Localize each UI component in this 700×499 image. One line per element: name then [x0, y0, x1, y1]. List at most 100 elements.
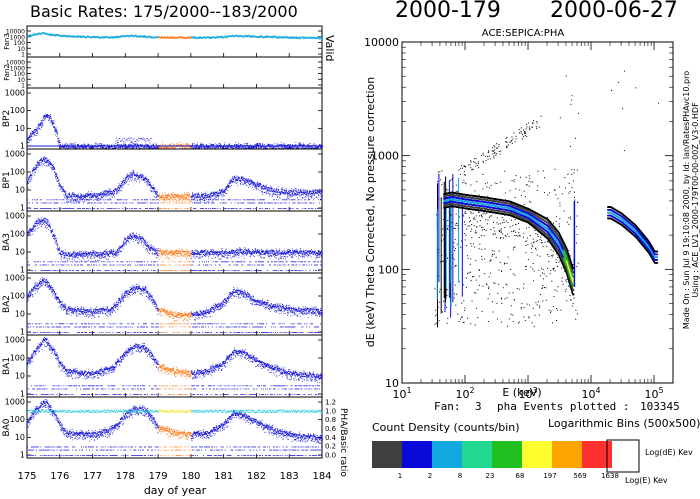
rate-point	[176, 143, 178, 144]
rate-point	[282, 189, 284, 191]
rate-point	[97, 36, 99, 38]
rate-point	[307, 195, 309, 197]
rate-point	[321, 144, 322, 146]
rate-point	[35, 168, 37, 170]
rate-point	[131, 34, 133, 37]
rate-point	[79, 200, 81, 202]
rate-floor-point	[86, 202, 88, 204]
rate-floor-point	[188, 202, 190, 204]
rate-floor-point	[244, 208, 246, 209]
rate-point	[152, 36, 154, 39]
rate-point	[119, 189, 121, 191]
rate-point	[89, 193, 91, 194]
rate-point	[164, 37, 166, 39]
rate-point	[195, 36, 197, 39]
rate-point	[321, 191, 323, 192]
rate-floor-point	[156, 208, 158, 209]
rate-point	[167, 146, 169, 148]
rate-point	[260, 36, 261, 38]
rate-point	[138, 145, 140, 148]
rate-point	[62, 188, 64, 190]
rate-point	[141, 35, 143, 38]
rate-point	[316, 36, 317, 39]
rate-point	[98, 198, 100, 199]
rate-point	[131, 173, 133, 175]
rate-point	[189, 201, 191, 202]
rate-point	[262, 36, 263, 39]
rate-point	[109, 190, 111, 192]
rate-point	[281, 188, 283, 191]
rate-point	[312, 189, 314, 190]
rate-point	[290, 146, 292, 148]
rate-point	[40, 125, 42, 127]
rate-point	[245, 182, 247, 184]
rate-point	[148, 185, 150, 186]
rate-floor-point	[161, 199, 163, 201]
rate-point	[166, 146, 168, 149]
rate-floor-point	[43, 202, 45, 204]
rate-point	[211, 37, 213, 39]
rate-point	[301, 36, 303, 39]
rate-point	[286, 193, 288, 195]
rate-point	[46, 114, 47, 116]
rate-point	[66, 144, 68, 146]
rate-point	[252, 182, 254, 184]
rate-point	[132, 171, 134, 173]
rate-point	[126, 146, 128, 147]
rate-point	[157, 195, 159, 197]
rate-point	[84, 197, 85, 199]
rate-floor-point	[196, 202, 198, 204]
rate-floor-point	[176, 202, 178, 204]
rate-point	[120, 35, 122, 38]
rate-point	[183, 37, 185, 39]
rate-point	[52, 121, 53, 123]
rate-point	[75, 196, 77, 198]
rate-floor-point	[319, 202, 321, 204]
rate-point	[139, 174, 141, 176]
rate-point	[65, 35, 67, 38]
rate-point	[50, 163, 52, 165]
rate-floor-point	[151, 199, 153, 201]
rate-point	[236, 178, 238, 180]
rate-point	[268, 147, 270, 149]
rate-point	[98, 193, 100, 195]
rate-point	[296, 146, 298, 148]
rate-point	[28, 176, 30, 178]
rate-floor-point	[162, 202, 164, 204]
rate-point	[139, 138, 141, 140]
rate-point	[256, 183, 258, 185]
rate-point	[257, 144, 258, 146]
rate-floor-point	[165, 199, 167, 201]
rate-point	[157, 147, 159, 148]
rate-point	[33, 33, 35, 36]
panel-y-tick: 1000	[10, 65, 25, 72]
rate-floor-point	[54, 208, 56, 209]
rate-point	[262, 144, 264, 145]
rate-point	[143, 36, 144, 38]
rate-point	[291, 188, 292, 190]
rate-point	[131, 177, 133, 178]
rate-point	[234, 146, 236, 148]
rate-point	[275, 192, 277, 193]
rate-point	[295, 195, 297, 196]
rate-point	[62, 191, 64, 192]
rate-point	[137, 35, 139, 38]
rate-point	[239, 177, 241, 179]
rate-point	[71, 144, 73, 146]
rate-point	[207, 147, 209, 149]
rate-floor-point	[197, 199, 199, 201]
rate-point	[232, 176, 233, 178]
rate-point	[54, 167, 55, 168]
rate-point	[163, 147, 165, 149]
rate-point	[193, 37, 195, 40]
rate-point	[49, 34, 51, 36]
rate-floor-point	[49, 208, 51, 209]
rate-point	[30, 34, 32, 37]
rate-floor-point	[216, 208, 218, 209]
rate-floor-point	[84, 199, 86, 201]
rate-point	[257, 147, 259, 149]
rate-floor-point	[176, 208, 178, 209]
rate-point	[252, 36, 254, 38]
rate-point	[38, 122, 40, 124]
rate-point	[305, 36, 307, 39]
